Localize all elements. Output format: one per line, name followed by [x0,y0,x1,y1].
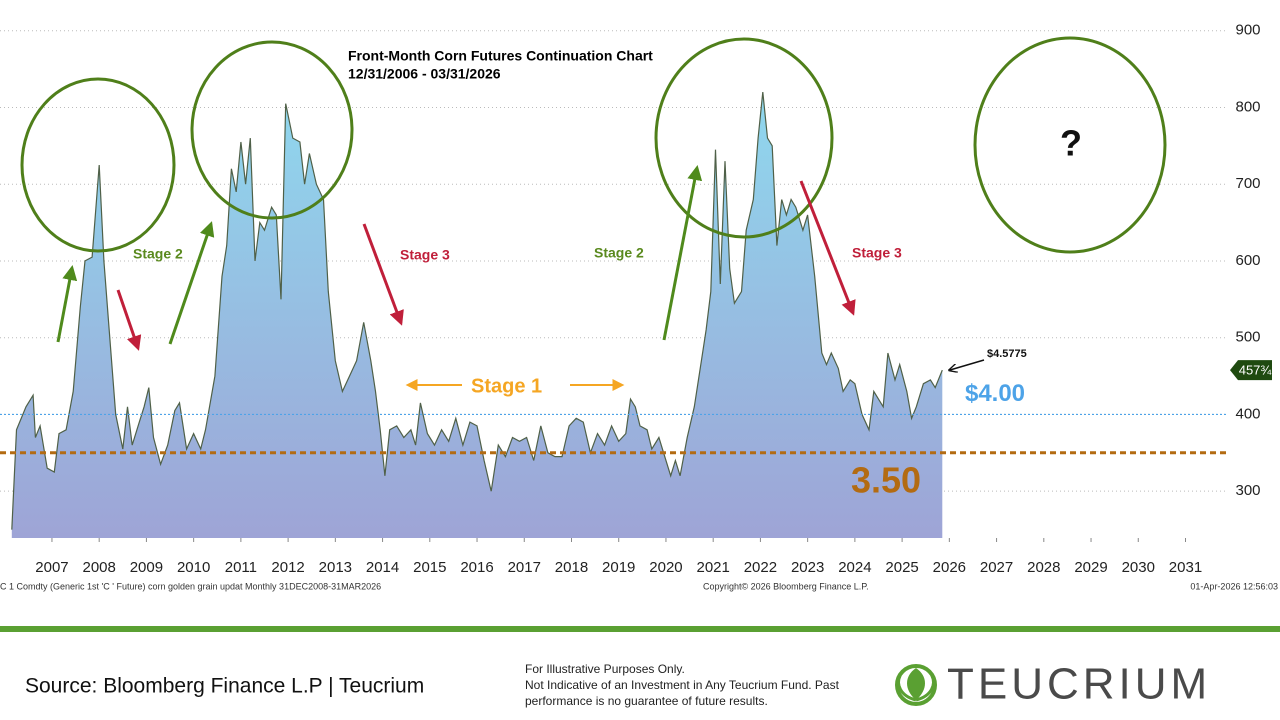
annotation: ? [1060,123,1082,164]
y-tick-label: 800 [1235,98,1260,115]
reference-label: 3.50 [851,459,921,500]
footnote: C 1 Comdty (Generic 1st 'C ' Future) cor… [0,581,381,591]
x-tick-label: 2016 [460,559,493,576]
price-tag [1230,360,1272,381]
source: Source: Bloomberg Finance L.P | Teucrium [25,675,424,698]
annotation: Stage 3 [852,245,902,261]
x-tick-label: 2020 [649,559,682,576]
x-tick-label: 2018 [555,559,588,576]
circle [20,77,176,253]
x-tick-label: 2024 [838,559,871,576]
x-tick-label: 2009 [130,559,163,576]
arrow [799,180,856,316]
x-tick-label: 2013 [319,559,352,576]
arrow [56,265,78,343]
reference-label: $4.00 [965,380,1025,407]
circle [190,40,354,220]
disclaimer: For Illustrative Purposes Only. [525,662,685,676]
x-tick-label: 2014 [366,559,399,576]
annotation: Stage 3 [400,247,450,263]
logo-icon [895,664,937,706]
x-tick-label: 2021 [696,559,729,576]
x-tick-label: 2011 [225,559,257,576]
x-tick-label: 2028 [1027,559,1060,576]
arrow [116,289,142,351]
x-tick-label: 2026 [933,559,966,576]
x-tick-label: 2023 [791,559,824,576]
x-tick-label: 2015 [413,559,446,576]
footnote: 01-Apr-2026 12:56:03 [1190,581,1278,591]
x-tick-label: 2025 [885,559,918,576]
x-tick-label: 2030 [1122,559,1155,576]
circle [654,37,834,239]
x-tick-label: 2027 [980,559,1013,576]
y-tick-label: 300 [1235,482,1260,499]
arrow [950,359,985,370]
x-tick-label: 2008 [82,559,115,576]
arrow [362,223,404,326]
area [11,92,943,538]
price-tag-label: 457¾ [1239,363,1272,378]
annotation: Stage 2 [594,245,644,261]
annotation: Stage 1 [471,375,542,397]
x-tick-label: 2022 [744,559,777,576]
arrow [168,221,215,345]
y-tick-label: 900 [1235,22,1260,39]
x-tick-label: 2010 [177,559,210,576]
circle [973,36,1167,254]
x-tick-label: 2012 [271,559,304,576]
x-tick-label: 2029 [1074,559,1107,576]
annotation: Stage 2 [133,246,183,262]
disclaimer: Not Indicative of an Investment in Any T… [525,678,840,692]
x-tick-label: 2031 [1169,559,1202,576]
x-tick-label: 2017 [508,559,541,576]
disclaimer: performance is no guarantee of future re… [525,694,768,708]
chart-subtitle: 12/31/2006 - 03/31/2026 [348,66,501,82]
y-tick-label: 500 [1235,329,1260,346]
arrow [662,165,703,341]
x-tick-label: 2007 [35,559,68,576]
footnote: Copyright© 2026 Bloomberg Finance L.P. [703,581,869,591]
overlay: Front-Month Corn Futures Continuation Ch… [0,36,1280,709]
plot-area: 300 400 500 600 700 800 900 2007 2008 2009 2010 201… [0,21,1272,576]
x-tick-label: 2019 [602,559,635,576]
y-tick-label: 700 [1235,175,1260,192]
annotation: $4.5775 [987,348,1027,360]
divider [0,626,1280,632]
logo: TEUCRIUM [947,660,1211,709]
y-tick-label: 400 [1235,405,1260,422]
chart-title: Front-Month Corn Futures Continuation Ch… [348,48,653,64]
y-tick-label: 600 [1235,252,1260,269]
